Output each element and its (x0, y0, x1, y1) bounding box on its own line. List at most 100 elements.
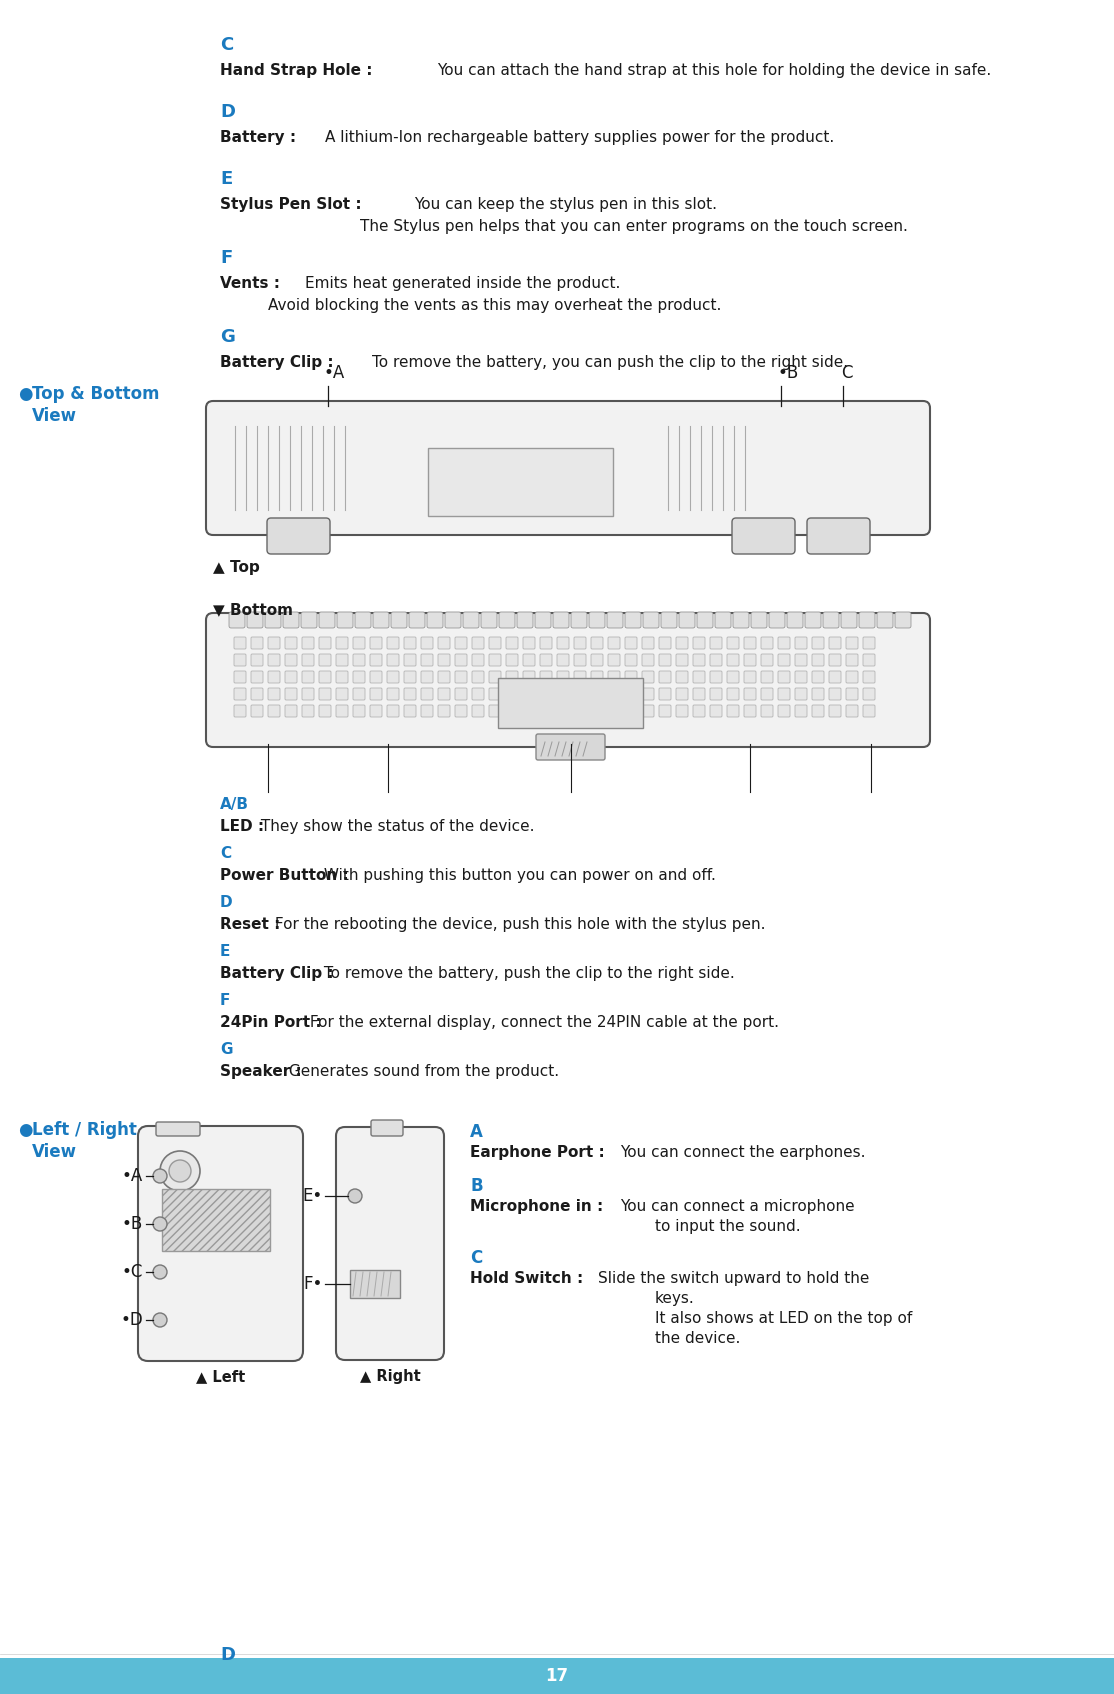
FancyBboxPatch shape (336, 705, 348, 717)
Text: A/B: A/B (219, 796, 250, 811)
FancyBboxPatch shape (438, 654, 450, 666)
FancyBboxPatch shape (680, 612, 695, 628)
FancyBboxPatch shape (812, 705, 824, 717)
Bar (162, 1189, 270, 1250)
FancyBboxPatch shape (370, 637, 382, 649)
FancyBboxPatch shape (319, 637, 331, 649)
Text: For the rebooting the device, push this hole with the stylus pen.: For the rebooting the device, push this … (270, 916, 765, 932)
FancyBboxPatch shape (697, 612, 713, 628)
FancyBboxPatch shape (427, 612, 443, 628)
FancyBboxPatch shape (812, 688, 824, 700)
FancyBboxPatch shape (138, 1127, 303, 1360)
FancyBboxPatch shape (761, 705, 773, 717)
FancyBboxPatch shape (387, 688, 399, 700)
Text: Slide the switch upward to hold the: Slide the switch upward to hold the (598, 1270, 869, 1286)
FancyBboxPatch shape (676, 688, 688, 700)
FancyBboxPatch shape (522, 637, 535, 649)
Text: ▼ Bottom: ▼ Bottom (213, 601, 293, 617)
FancyBboxPatch shape (319, 705, 331, 717)
FancyBboxPatch shape (455, 705, 467, 717)
Text: Emits heat generated inside the product.: Emits heat generated inside the product. (305, 276, 620, 291)
Text: Earphone Port :: Earphone Port : (470, 1145, 605, 1160)
Text: Battery :: Battery : (219, 130, 296, 146)
Text: Generates sound from the product.: Generates sound from the product. (284, 1064, 559, 1079)
FancyBboxPatch shape (642, 705, 654, 717)
FancyBboxPatch shape (778, 637, 790, 649)
FancyBboxPatch shape (267, 518, 330, 554)
FancyBboxPatch shape (387, 705, 399, 717)
FancyBboxPatch shape (727, 654, 739, 666)
FancyBboxPatch shape (846, 705, 858, 717)
FancyBboxPatch shape (156, 1121, 201, 1137)
FancyBboxPatch shape (807, 518, 870, 554)
FancyBboxPatch shape (206, 613, 930, 747)
Text: D: D (219, 103, 235, 120)
Bar (428, 447, 613, 517)
FancyBboxPatch shape (659, 671, 671, 683)
FancyBboxPatch shape (472, 637, 483, 649)
FancyBboxPatch shape (895, 612, 911, 628)
Text: Hold Switch :: Hold Switch : (470, 1270, 584, 1286)
Text: ▲ Right: ▲ Right (360, 1369, 420, 1384)
Text: You can keep the stylus pen in this slot.: You can keep the stylus pen in this slot… (414, 197, 717, 212)
FancyBboxPatch shape (841, 612, 857, 628)
FancyBboxPatch shape (540, 688, 553, 700)
Text: C: C (219, 845, 231, 861)
FancyBboxPatch shape (234, 671, 246, 683)
FancyBboxPatch shape (863, 671, 874, 683)
Text: •B: •B (776, 364, 799, 383)
FancyBboxPatch shape (268, 688, 280, 700)
FancyBboxPatch shape (676, 654, 688, 666)
FancyBboxPatch shape (302, 688, 314, 700)
Text: Stylus Pen Slot :: Stylus Pen Slot : (219, 197, 362, 212)
FancyBboxPatch shape (336, 1127, 444, 1360)
FancyBboxPatch shape (353, 688, 365, 700)
FancyBboxPatch shape (863, 654, 874, 666)
FancyBboxPatch shape (574, 654, 586, 666)
FancyBboxPatch shape (319, 654, 331, 666)
FancyBboxPatch shape (846, 671, 858, 683)
FancyBboxPatch shape (268, 671, 280, 683)
FancyBboxPatch shape (710, 637, 722, 649)
FancyBboxPatch shape (693, 637, 705, 649)
FancyBboxPatch shape (387, 654, 399, 666)
FancyBboxPatch shape (234, 688, 246, 700)
FancyBboxPatch shape (710, 705, 722, 717)
FancyBboxPatch shape (761, 637, 773, 649)
Text: keys.: keys. (655, 1291, 695, 1306)
FancyBboxPatch shape (421, 671, 433, 683)
FancyBboxPatch shape (522, 705, 535, 717)
Text: Microphone in :: Microphone in : (470, 1199, 604, 1215)
Text: A: A (470, 1123, 482, 1142)
FancyBboxPatch shape (823, 612, 839, 628)
FancyBboxPatch shape (659, 654, 671, 666)
Text: You can connect a microphone: You can connect a microphone (620, 1199, 854, 1215)
FancyBboxPatch shape (846, 688, 858, 700)
FancyBboxPatch shape (234, 705, 246, 717)
FancyBboxPatch shape (608, 671, 620, 683)
FancyBboxPatch shape (421, 637, 433, 649)
FancyBboxPatch shape (302, 705, 314, 717)
FancyBboxPatch shape (234, 654, 246, 666)
Text: View: View (32, 407, 77, 425)
Text: G: G (219, 1042, 233, 1057)
Text: D: D (219, 1647, 235, 1664)
FancyBboxPatch shape (455, 688, 467, 700)
FancyBboxPatch shape (863, 637, 874, 649)
FancyBboxPatch shape (336, 688, 348, 700)
FancyBboxPatch shape (676, 671, 688, 683)
FancyBboxPatch shape (336, 637, 348, 649)
Text: •D: •D (120, 1311, 143, 1330)
FancyBboxPatch shape (751, 612, 768, 628)
FancyBboxPatch shape (338, 612, 353, 628)
Text: G: G (219, 329, 235, 346)
FancyBboxPatch shape (455, 671, 467, 683)
Circle shape (169, 1160, 190, 1182)
Text: F: F (219, 249, 232, 268)
Text: Left / Right: Left / Right (32, 1121, 137, 1138)
FancyBboxPatch shape (863, 688, 874, 700)
Bar (0, 1658, 1114, 1694)
FancyBboxPatch shape (557, 654, 569, 666)
FancyBboxPatch shape (829, 637, 841, 649)
Text: They show the status of the device.: They show the status of the device. (255, 818, 534, 833)
